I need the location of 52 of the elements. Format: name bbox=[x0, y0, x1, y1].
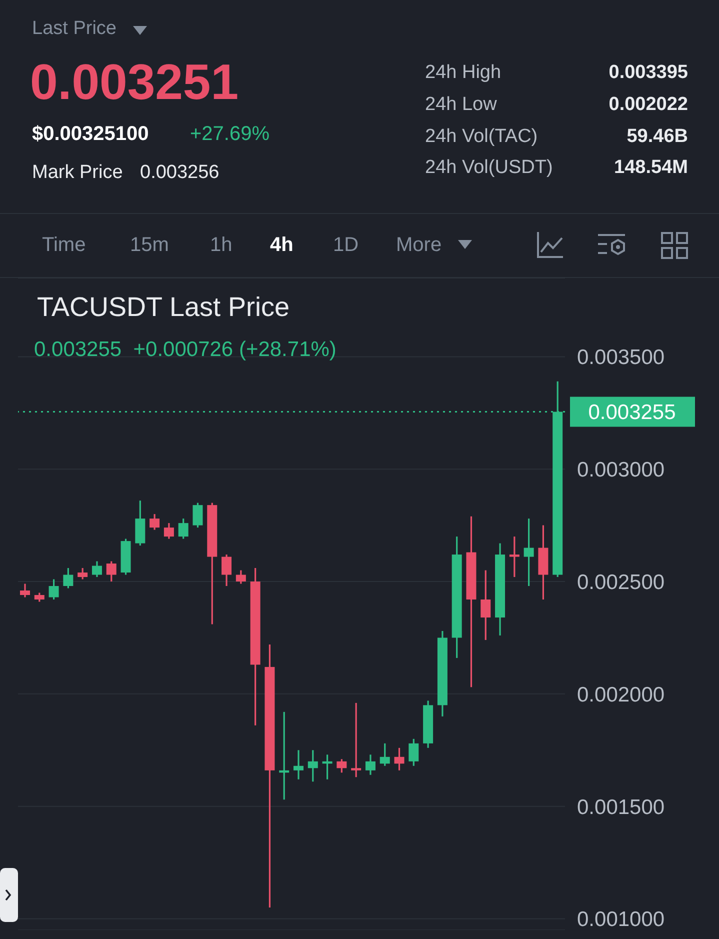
text: 24h Low bbox=[425, 94, 497, 117]
text: 15m bbox=[130, 233, 169, 257]
candlestick bbox=[192, 502, 203, 528]
candlestick bbox=[48, 578, 59, 600]
candlestick bbox=[78, 567, 88, 580]
candlestick bbox=[365, 754, 376, 776]
text: 24h Vol(TAC) bbox=[425, 126, 538, 149]
candlestick bbox=[92, 560, 102, 578]
candlestick bbox=[222, 554, 232, 587]
text: 148.54M bbox=[614, 157, 688, 180]
y-tick-label: 0.003500 bbox=[577, 346, 665, 370]
candlestick bbox=[408, 738, 419, 767]
candlestick bbox=[164, 522, 174, 540]
text: Mark Price bbox=[32, 162, 123, 185]
candlestick bbox=[351, 702, 362, 778]
text: $0.00325100 bbox=[32, 122, 149, 146]
text: 0.003395 bbox=[608, 62, 688, 85]
text: +27.69% bbox=[190, 122, 270, 146]
text: 0.002022 bbox=[608, 94, 688, 117]
text: Last Price bbox=[32, 18, 116, 41]
candlestick bbox=[150, 513, 160, 531]
text: 1h bbox=[210, 233, 232, 257]
text: 24h High bbox=[425, 62, 502, 85]
candlestick bbox=[336, 758, 347, 774]
text: 24h Vol(USDT) bbox=[425, 157, 553, 180]
candlestick bbox=[178, 518, 188, 540]
text: Time bbox=[42, 233, 86, 257]
text: 4h bbox=[270, 233, 294, 257]
y-tick-label: 0.001000 bbox=[577, 908, 665, 932]
candlestick bbox=[106, 560, 116, 582]
text: 0.003255 +0.000726 (+28.71%) bbox=[34, 338, 336, 362]
candlestick bbox=[380, 742, 390, 767]
text: TACUSDT Last Price bbox=[37, 292, 290, 323]
text: 0.003251 bbox=[30, 53, 239, 112]
text: 1D bbox=[333, 233, 359, 257]
text: 0.003256 bbox=[140, 162, 220, 185]
text: 59.46B bbox=[626, 126, 688, 149]
candlestick bbox=[480, 569, 491, 641]
y-tick-label: 0.002000 bbox=[577, 683, 665, 706]
candlestick bbox=[236, 569, 246, 585]
candlestick bbox=[20, 582, 30, 598]
text: More bbox=[396, 233, 442, 257]
ref-line-label: 0.003255 bbox=[588, 400, 676, 424]
y-tick-label: 0.002500 bbox=[577, 570, 665, 594]
candlestick bbox=[294, 749, 304, 780]
candlestick bbox=[524, 518, 534, 587]
candlestick bbox=[509, 536, 520, 578]
candlestick bbox=[308, 749, 318, 782]
candlestick bbox=[394, 747, 404, 772]
y-tick-label: 0.001500 bbox=[577, 796, 665, 819]
candlestick bbox=[63, 567, 74, 590]
y-tick-label: 0.003000 bbox=[577, 458, 665, 482]
